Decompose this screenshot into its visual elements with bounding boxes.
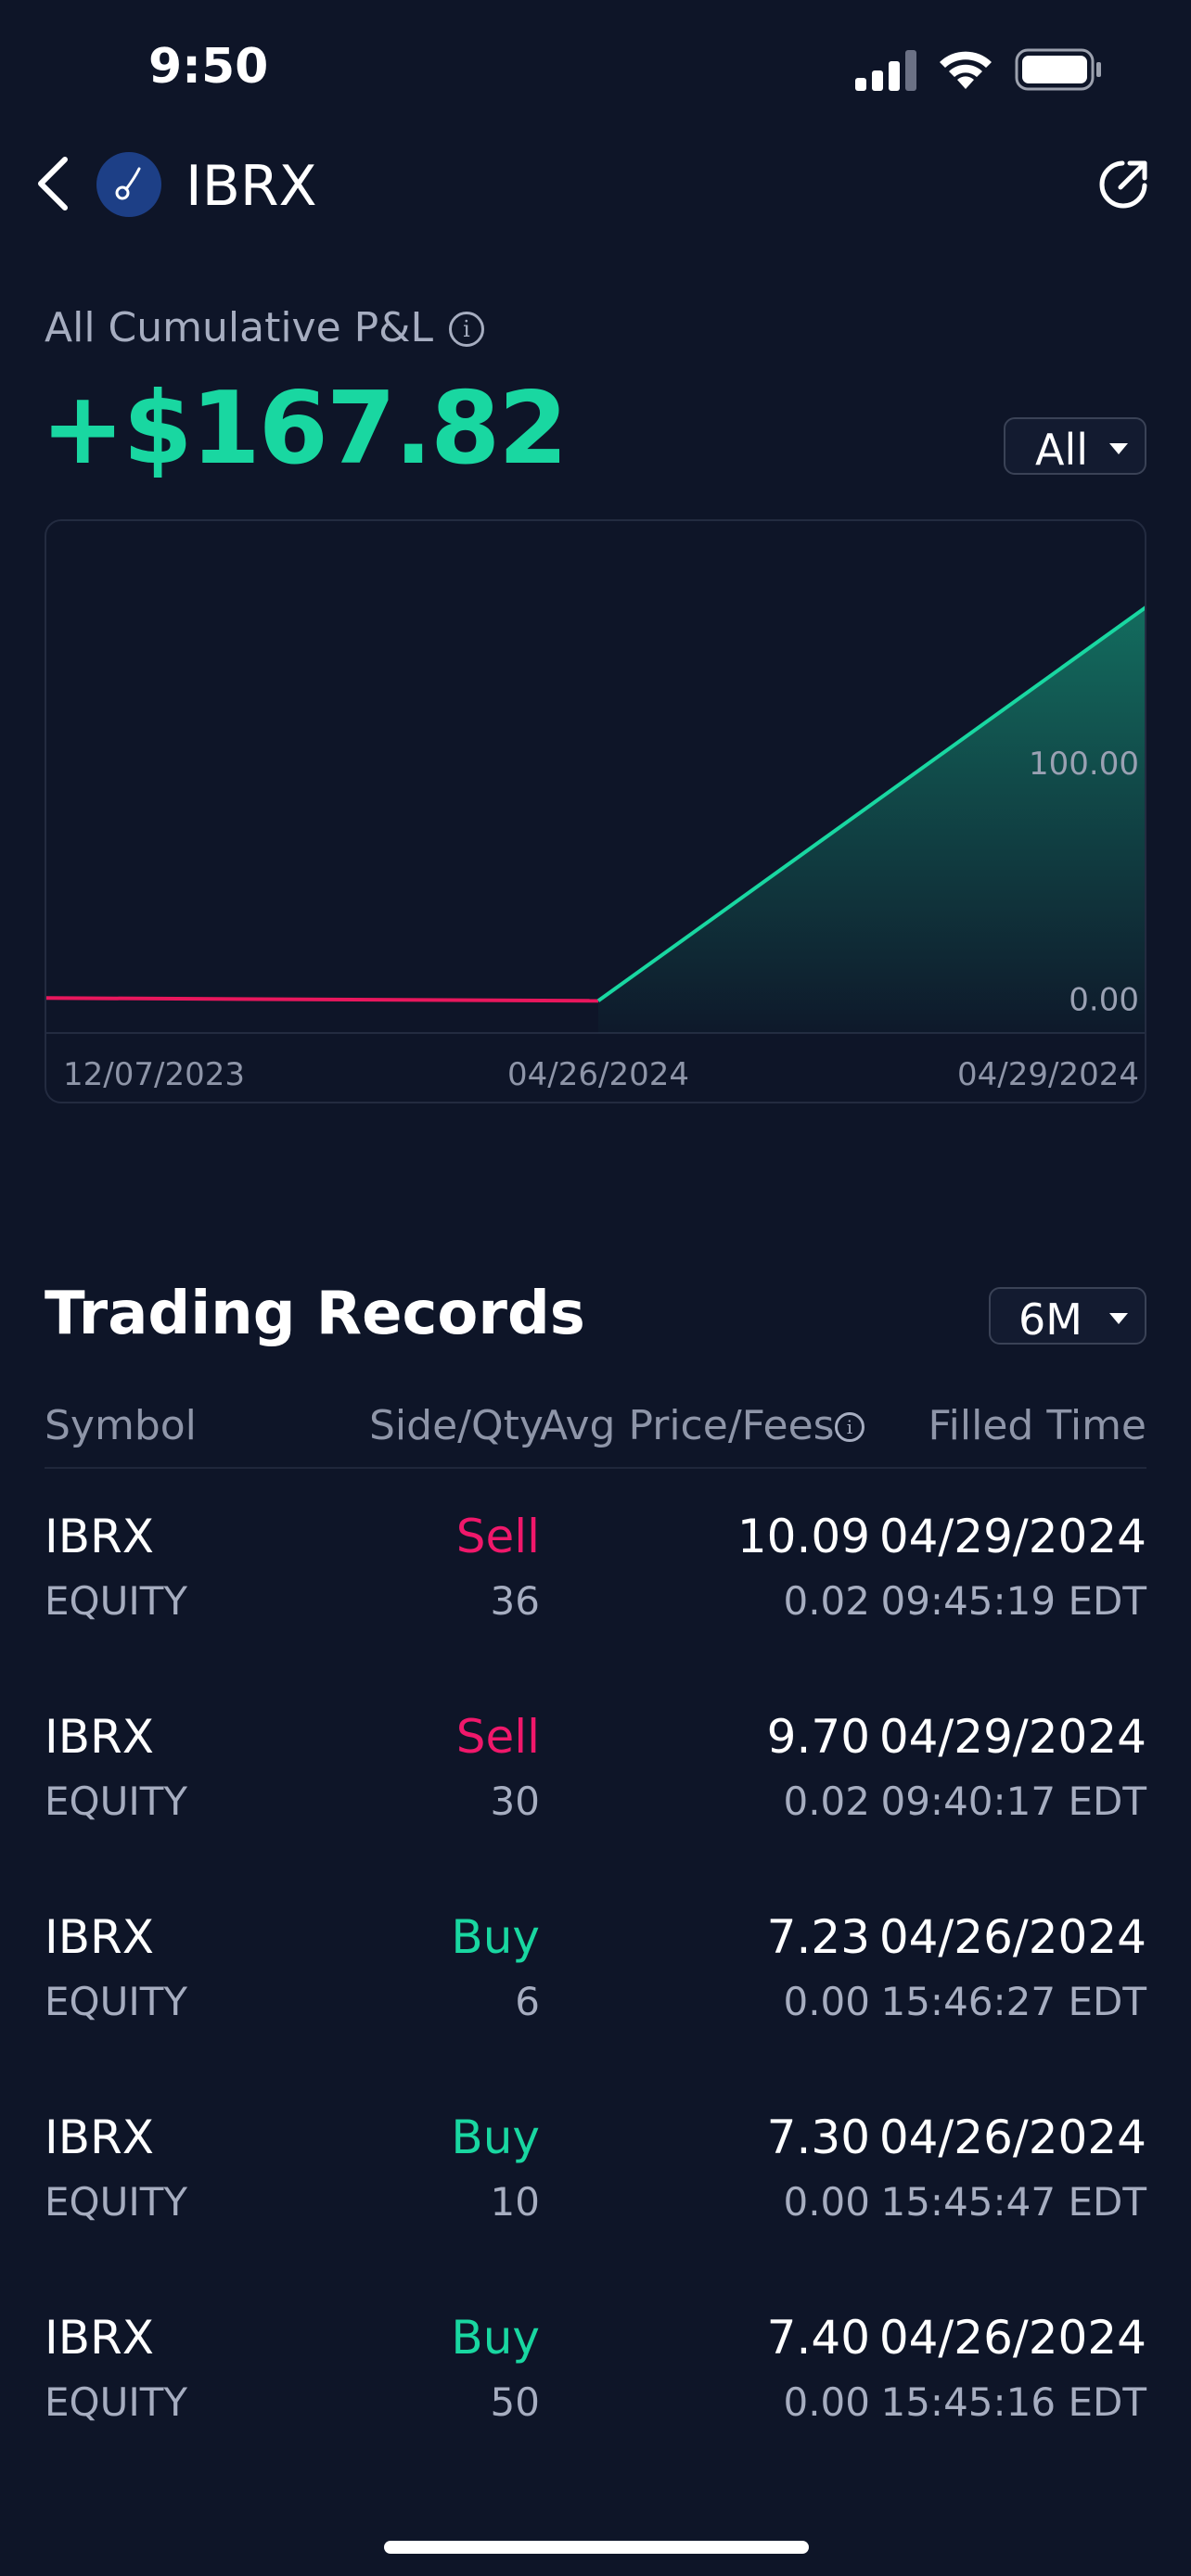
row-type: EQUITY bbox=[45, 1979, 188, 2024]
row-symbol: IBRX bbox=[45, 1910, 155, 1964]
row-fees: 0.00 bbox=[783, 2179, 870, 2225]
home-indicator bbox=[384, 2541, 809, 2554]
row-fees: 0.02 bbox=[783, 1578, 870, 1624]
row-fees: 0.00 bbox=[783, 1979, 870, 2024]
row-side: Buy bbox=[451, 2111, 540, 2164]
row-type: EQUITY bbox=[45, 2379, 188, 2425]
pnl-chart: 0.00 100.00 12/07/2023 04/26/2024 04/29/2024 bbox=[45, 519, 1146, 1103]
row-fees: 0.00 bbox=[783, 2379, 870, 2425]
row-avg-price: 7.30 bbox=[766, 2111, 870, 2164]
records-range-dropdown[interactable]: 6M bbox=[989, 1287, 1146, 1345]
trading-records-title: Trading Records bbox=[45, 1280, 585, 1348]
table-row[interactable]: IBRX EQUITY Buy 6 7.23 0.00 04/26/2024 15:46:27… bbox=[0, 1910, 1191, 2111]
row-filled-date: 04/26/2024 bbox=[878, 2111, 1146, 2164]
row-avg-price: 7.40 bbox=[766, 2311, 870, 2365]
x-tick-label: 12/07/2023 bbox=[63, 1056, 245, 1093]
table-row[interactable]: IBRX EQUITY Sell 30 9.70 0.02 04/29/2024 09:40:… bbox=[0, 1710, 1191, 1910]
row-side: Sell bbox=[455, 1510, 540, 1563]
row-type: EQUITY bbox=[45, 1779, 188, 1824]
row-filled-time: 15:46:27 EDT bbox=[880, 1979, 1146, 2024]
info-icon[interactable]: i bbox=[835, 1412, 864, 1442]
row-qty: 6 bbox=[515, 1979, 540, 2024]
wifi-icon bbox=[940, 51, 992, 89]
pnl-range-label: All bbox=[1035, 425, 1089, 475]
x-tick-label: 04/29/2024 bbox=[957, 1056, 1139, 1093]
row-symbol: IBRX bbox=[45, 1510, 155, 1563]
ticker-logo-icon bbox=[96, 152, 161, 217]
row-symbol: IBRX bbox=[45, 1710, 155, 1764]
column-header-filled-time: Filled Time bbox=[928, 1402, 1146, 1449]
pnl-area-fill bbox=[598, 607, 1145, 1033]
signal-icon bbox=[855, 50, 916, 91]
row-filled-date: 04/29/2024 bbox=[878, 1510, 1146, 1563]
row-filled-date: 04/26/2024 bbox=[878, 2311, 1146, 2365]
info-icon[interactable]: i bbox=[449, 312, 484, 347]
row-type: EQUITY bbox=[45, 1578, 188, 1624]
y-tick-label: 100.00 bbox=[1029, 746, 1139, 783]
row-qty: 10 bbox=[490, 2179, 540, 2225]
records-range-label: 6M bbox=[1018, 1294, 1082, 1345]
row-filled-time: 15:45:16 EDT bbox=[880, 2379, 1146, 2425]
x-tick-label: 04/26/2024 bbox=[507, 1056, 689, 1093]
row-avg-price: 10.09 bbox=[736, 1510, 870, 1563]
row-qty: 30 bbox=[490, 1779, 540, 1824]
divider bbox=[45, 1467, 1146, 1469]
row-fees: 0.02 bbox=[783, 1779, 870, 1824]
row-side: Buy bbox=[451, 1910, 540, 1964]
column-header-avg-price-fees: Avg Price/Fees bbox=[540, 1402, 835, 1449]
row-side: Sell bbox=[455, 1710, 540, 1764]
column-header-symbol: Symbol bbox=[45, 1402, 197, 1449]
status-time: 9:50 bbox=[148, 39, 269, 95]
row-filled-time: 09:40:17 EDT bbox=[880, 1779, 1146, 1824]
row-filled-time: 09:45:19 EDT bbox=[880, 1578, 1146, 1624]
row-filled-date: 04/29/2024 bbox=[878, 1710, 1146, 1764]
pnl-chart-svg: 0.00 100.00 12/07/2023 04/26/2024 04/29/2024 bbox=[46, 606, 1145, 1093]
caret-down-icon bbox=[1109, 1313, 1128, 1324]
pnl-range-dropdown[interactable]: All bbox=[1004, 417, 1146, 475]
table-row[interactable]: IBRX EQUITY Buy 50 7.40 0.00 04/26/2024 15:45:1… bbox=[0, 2311, 1191, 2511]
y-tick-label: 0.00 bbox=[1069, 981, 1139, 1018]
ticker-title: IBRX bbox=[186, 154, 317, 219]
row-qty: 50 bbox=[490, 2379, 540, 2425]
row-avg-price: 9.70 bbox=[766, 1710, 870, 1764]
column-header-side-qty: Side/Qty bbox=[369, 1402, 544, 1449]
row-avg-price: 7.23 bbox=[766, 1910, 870, 1964]
table-row[interactable]: IBRX EQUITY Buy 10 7.30 0.00 04/26/2024 15:45:4… bbox=[0, 2111, 1191, 2311]
row-symbol: IBRX bbox=[45, 2111, 155, 2164]
back-chevron-icon[interactable] bbox=[35, 156, 69, 211]
pnl-value: +$167.82 bbox=[41, 371, 568, 487]
row-symbol: IBRX bbox=[45, 2311, 155, 2365]
pnl-label: All Cumulative P&L bbox=[45, 304, 434, 351]
row-qty: 36 bbox=[490, 1578, 540, 1624]
row-type: EQUITY bbox=[45, 2179, 188, 2225]
row-filled-time: 15:45:47 EDT bbox=[880, 2179, 1146, 2225]
pnl-line-positive bbox=[596, 606, 1145, 1002]
pnl-line-negative bbox=[46, 996, 599, 1003]
row-filled-date: 04/26/2024 bbox=[878, 1910, 1146, 1964]
row-side: Buy bbox=[451, 2311, 540, 2365]
table-row[interactable]: IBRX EQUITY Sell 36 10.09 0.02 04/29/2024 09:45… bbox=[0, 1510, 1191, 1710]
caret-down-icon bbox=[1109, 443, 1128, 454]
battery-icon bbox=[1015, 48, 1101, 91]
share-icon[interactable] bbox=[1095, 156, 1152, 213]
